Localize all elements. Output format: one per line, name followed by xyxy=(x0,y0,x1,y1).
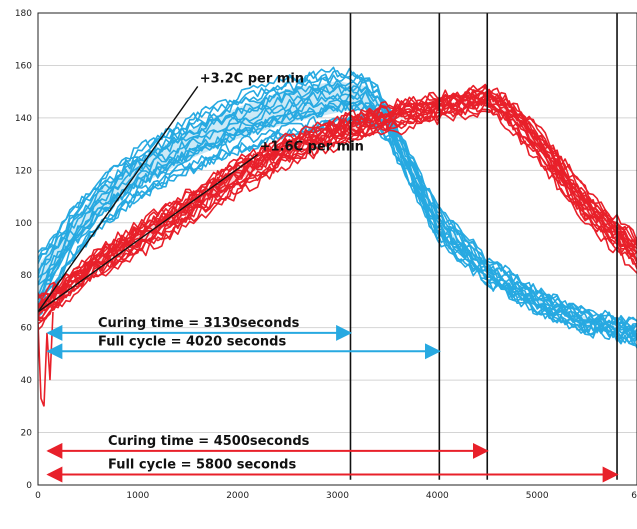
y-tick-label: 120 xyxy=(15,166,32,176)
x-tick-label: 2000 xyxy=(226,491,249,501)
rate-line xyxy=(37,154,259,313)
series-run-line xyxy=(38,83,637,299)
duration-label: Curing time = 4500seconds xyxy=(108,434,310,449)
series-run-line xyxy=(38,89,637,308)
plot-frame xyxy=(37,12,637,486)
series-run-line xyxy=(38,66,637,325)
series-run-line xyxy=(38,99,637,342)
series-run-line xyxy=(38,100,637,322)
x-tick-label: 4000 xyxy=(426,491,449,501)
y-tick-label: 160 xyxy=(15,61,32,71)
rate-label: +1.6C per min xyxy=(260,140,364,155)
duration-label: Full cycle = 5800 seconds xyxy=(108,458,296,473)
y-tick-label: 100 xyxy=(15,219,32,229)
series-run-line xyxy=(38,82,637,336)
series-run-line xyxy=(38,93,637,316)
y-tick-label: 20 xyxy=(21,429,33,439)
series-run-line xyxy=(38,86,637,301)
x-tick-label: 60 xyxy=(631,491,637,501)
series-run-line xyxy=(38,76,637,332)
y-tick-label: 0 xyxy=(26,481,32,491)
duration-label: Full cycle = 4020 seconds xyxy=(98,334,286,349)
rate-line xyxy=(37,86,199,313)
y-tick-label: 180 xyxy=(15,9,32,19)
rate-label: +3.2C per min xyxy=(200,71,304,86)
duration-arrows: Curing time = 3130seconds Full cycle = 40… xyxy=(46,316,619,483)
series-run-line xyxy=(38,70,637,327)
x-tick-label: 0 xyxy=(35,491,41,501)
duration-label: Curing time = 3130seconds xyxy=(98,316,300,331)
x-tick-label: 1000 xyxy=(126,491,149,501)
y-tick-label: 80 xyxy=(21,271,33,281)
axis-ticks: 0 20 40 60 80 100 120 140 160 180 0 1000 2000 3000 400… xyxy=(15,9,637,501)
series-run-line xyxy=(38,90,637,335)
series-startup-spike xyxy=(38,311,54,407)
y-tick-label: 60 xyxy=(21,324,33,334)
series-run-line xyxy=(38,84,637,299)
rate-lines: +3.2C per min +1.6C per min xyxy=(37,71,364,313)
series-run-line xyxy=(38,101,637,320)
marker-lines xyxy=(349,13,618,480)
y-tick-label: 40 xyxy=(21,376,33,386)
series-lines xyxy=(38,66,637,407)
x-tick-label: 5000 xyxy=(526,491,549,501)
x-tick-label: 3000 xyxy=(326,491,349,501)
series-run-line xyxy=(38,88,637,308)
y-tick-label: 140 xyxy=(15,114,32,124)
series-run-line xyxy=(38,89,637,308)
